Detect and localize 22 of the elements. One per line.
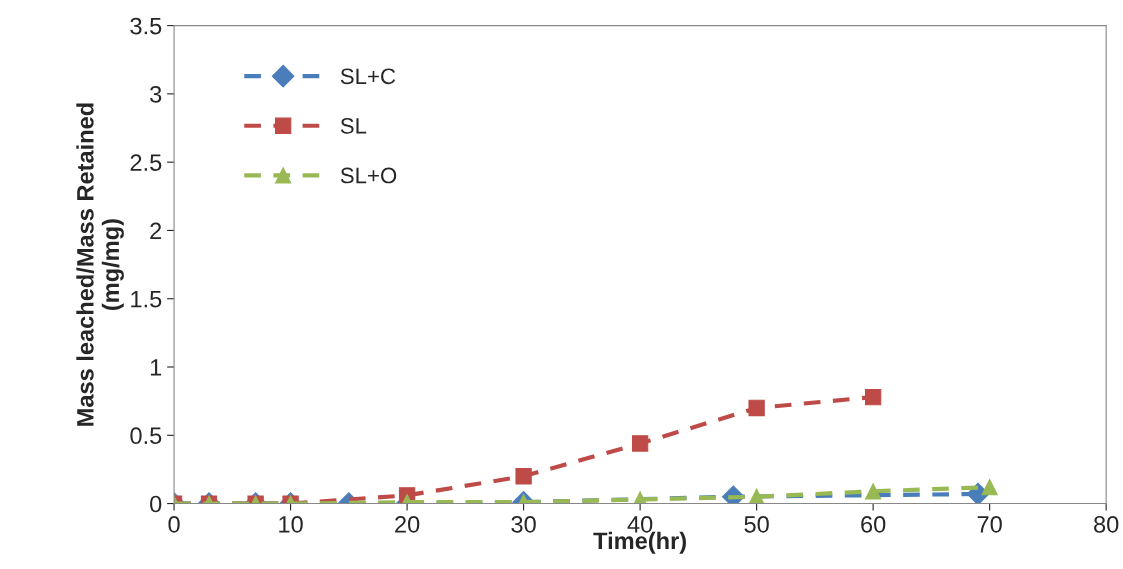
y-tick-label: 3.5 bbox=[130, 17, 162, 35]
y-tick-label: 1.5 bbox=[131, 291, 162, 308]
y-tick-label: 3 bbox=[150, 85, 162, 103]
legend-label: SL+C bbox=[340, 68, 396, 85]
y-axis-title: Mass leached/Mass Retained (mg/mg) bbox=[76, 103, 124, 426]
y-tick-label: 0.5 bbox=[130, 427, 162, 445]
x-tick-label: 80 bbox=[1094, 515, 1119, 533]
y-tick-label: 2.5 bbox=[130, 154, 162, 171]
y-tick-label: 0 bbox=[150, 495, 162, 513]
x-tick-label: 0 bbox=[168, 515, 180, 533]
y-tick-label: 1 bbox=[150, 359, 162, 376]
x-tick-label: 40 bbox=[627, 515, 653, 533]
x-tick-label: 50 bbox=[744, 515, 769, 533]
legend-label: SL bbox=[340, 118, 367, 134]
x-tick-label: 10 bbox=[279, 515, 303, 533]
x-tick-label: 70 bbox=[977, 515, 1002, 533]
x-tick-label: 30 bbox=[511, 515, 536, 533]
x-axis-title: Time(hr) bbox=[593, 531, 686, 554]
x-tick-label: 20 bbox=[395, 515, 420, 533]
y-tick-label: 2 bbox=[150, 222, 162, 239]
legend-label: SL+O bbox=[340, 167, 397, 184]
x-tick-label: 60 bbox=[861, 515, 886, 533]
